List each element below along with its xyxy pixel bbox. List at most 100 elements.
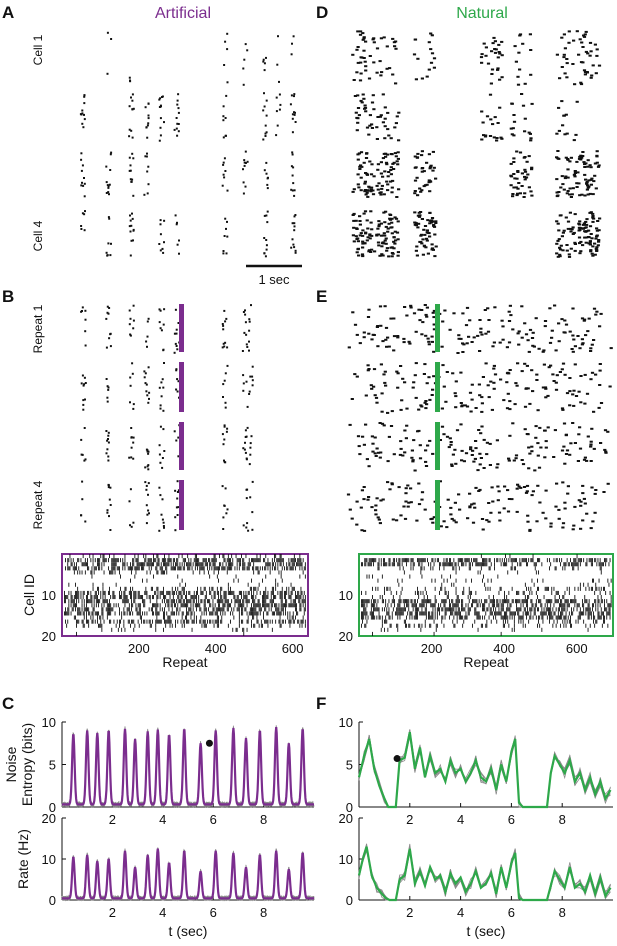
heatmap-tick [243, 566, 245, 571]
spike-dot [105, 181, 108, 184]
heatmap-tick [418, 595, 420, 600]
heatmap-tick [541, 607, 543, 612]
spike-dot [412, 53, 417, 56]
heatmap-tick [183, 586, 185, 591]
spike-dot [492, 36, 496, 39]
heatmap-tick [403, 570, 405, 575]
heatmap-tick [163, 590, 164, 595]
heatmap-tick [519, 615, 521, 620]
heatmap-tick [222, 607, 224, 612]
spike-dot [365, 173, 369, 176]
heatmap-tick [78, 607, 80, 612]
spike-dot [375, 326, 379, 328]
spike-dot [177, 380, 180, 383]
spike-dot [528, 328, 533, 331]
spike-dot [276, 63, 279, 66]
heatmap-tick [72, 558, 74, 563]
spike-dot [568, 390, 572, 393]
heatmap-tick [280, 607, 282, 612]
heatmap-tick [597, 607, 599, 612]
heatmap-tick [370, 599, 372, 604]
heatmap-tick [267, 603, 269, 608]
spike-dot [487, 520, 491, 523]
heatmap-tick [264, 558, 266, 563]
spike-dot [483, 309, 487, 311]
heatmap-tick [443, 578, 445, 583]
heatmap-tick [450, 558, 451, 563]
heatmap-tick [566, 603, 568, 608]
spike-dot [222, 115, 225, 118]
heatmap-tick [153, 554, 154, 559]
spike-dot [380, 253, 384, 256]
spike-dot [417, 482, 421, 485]
heatmap-tick [476, 611, 478, 616]
heatmap-tick [595, 558, 597, 563]
heatmap-tick [160, 570, 162, 575]
spike-dot [263, 214, 266, 217]
heatmap-tick [160, 566, 162, 571]
spike-dot [393, 45, 397, 48]
heatmap-tick [410, 558, 412, 563]
heatmap-tick [144, 603, 146, 608]
spike-dot [389, 169, 393, 171]
x-tick-label: 6 [210, 812, 217, 827]
spike-dot [84, 330, 87, 333]
spike-dot [83, 195, 86, 198]
spike-dot [381, 241, 385, 244]
heatmap-tick [238, 566, 240, 571]
heatmap-tick [116, 619, 118, 624]
spike-dot [584, 50, 588, 53]
heatmap-tick [144, 611, 146, 616]
spike-dot [175, 369, 178, 372]
heatmap-tick [231, 562, 233, 567]
heatmap-tick [529, 615, 531, 620]
spike-dot [604, 450, 608, 453]
spike-dot [567, 41, 571, 44]
spike-dot [509, 184, 513, 187]
spike-dot [525, 160, 529, 163]
spike-dot [388, 488, 392, 491]
heatmap-tick [92, 582, 94, 587]
spike-dot [582, 34, 586, 37]
heatmap-tick [368, 558, 370, 563]
heatmap-tick [98, 623, 99, 628]
spike-dot [496, 485, 500, 488]
heatmap-tick [290, 619, 292, 624]
spike-dot [161, 96, 163, 98]
spike-dot [394, 122, 398, 125]
heatmap-tick [597, 558, 599, 563]
spike-dot [370, 248, 374, 251]
spike-dot [591, 215, 595, 217]
heatmap-tick [137, 619, 139, 624]
spike-dot [569, 247, 573, 250]
heatmap-tick [499, 586, 501, 591]
y-tick-label: 5 [346, 758, 353, 773]
heatmap-tick [285, 595, 286, 600]
spike-dot [159, 461, 162, 464]
spike-dot [392, 161, 396, 164]
heatmap-tick [181, 578, 183, 583]
spike-dot [176, 122, 179, 125]
heatmap-tick [531, 590, 533, 595]
heatmap-tick [303, 611, 305, 616]
spike-dot [454, 462, 458, 465]
spike-dot [566, 190, 570, 192]
heatmap-tick [244, 566, 246, 571]
spike-dot [403, 429, 407, 432]
spike-dot [244, 429, 247, 432]
heatmap-tick [528, 619, 530, 624]
spike-dot [243, 164, 246, 167]
spike-dot [506, 392, 510, 395]
spike-dot [595, 250, 599, 252]
spike-dot [414, 224, 418, 227]
heatmap-tick [389, 586, 391, 591]
spike-dot [562, 114, 566, 117]
heatmap-tick [388, 558, 390, 563]
heatmap-tick [425, 615, 427, 620]
heatmap-tick [251, 578, 252, 583]
spike-dot [162, 349, 165, 352]
heatmap-tick [500, 611, 502, 616]
heatmap-tick [136, 611, 138, 616]
x-tick-label: 8 [559, 905, 566, 920]
